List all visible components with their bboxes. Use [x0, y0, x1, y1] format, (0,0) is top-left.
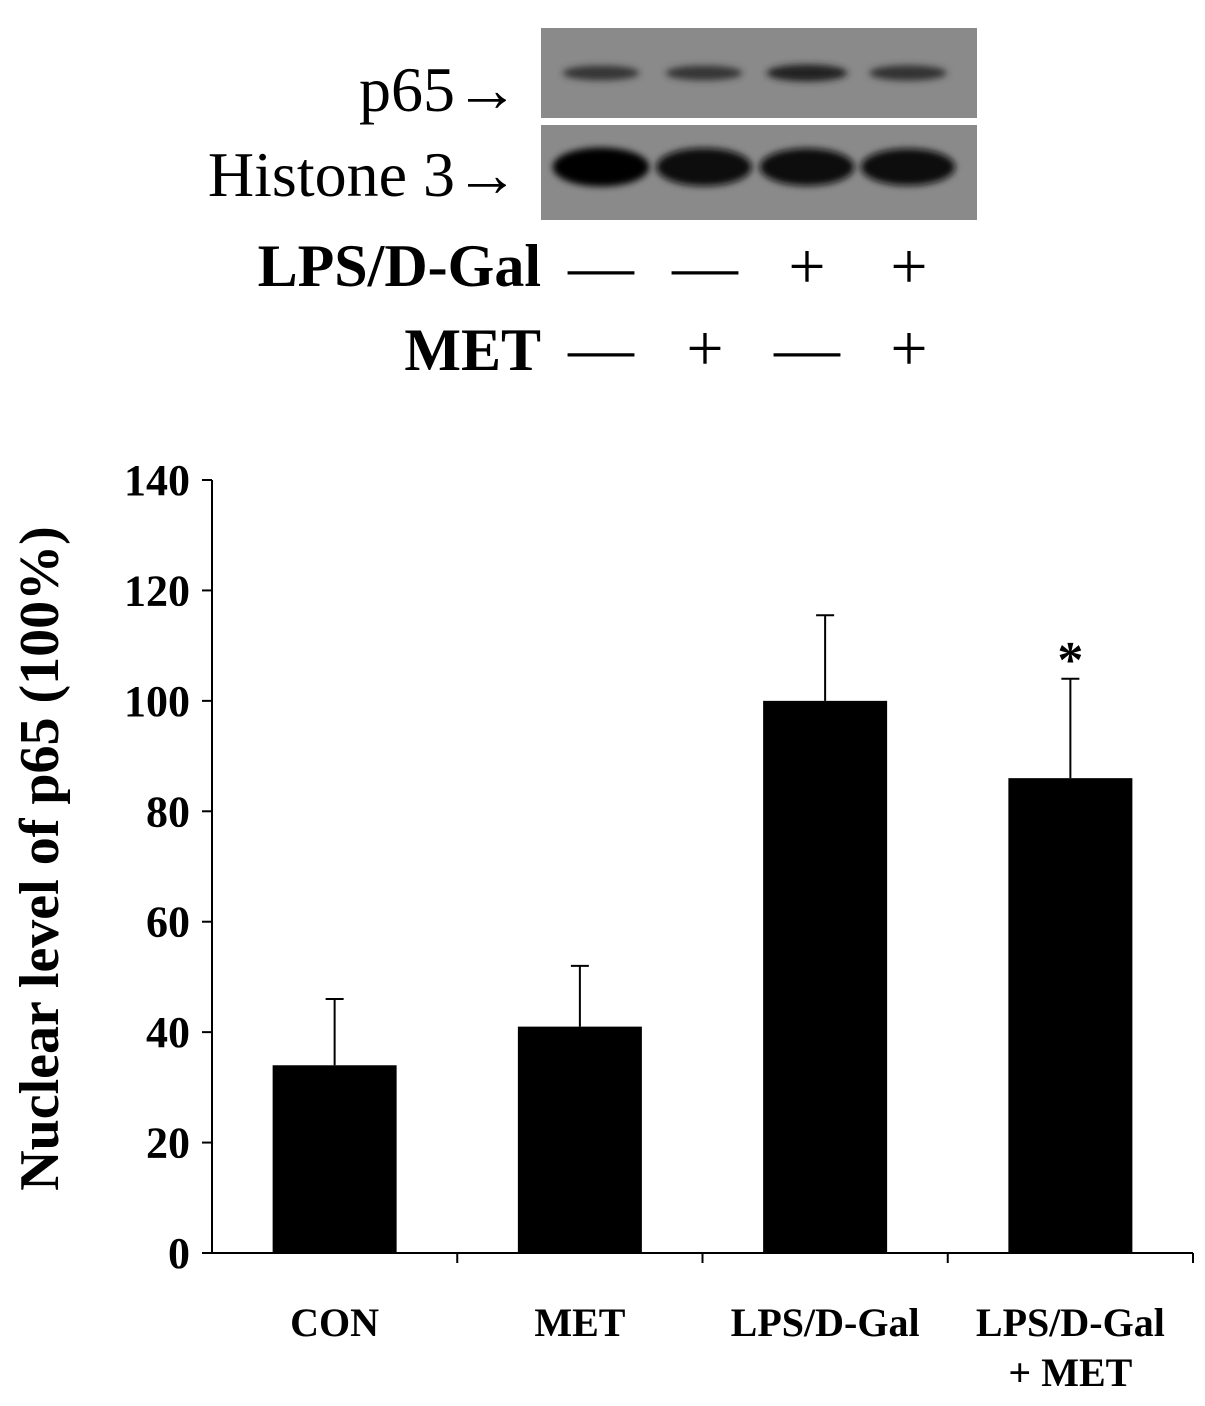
treatment-label-lps: LPS/D-Gal: [257, 233, 541, 299]
sign-met-lane3: —: [774, 312, 840, 385]
y-tick-label-100: 100: [124, 677, 190, 726]
y-tick-label-120: 120: [124, 566, 190, 615]
blot-bands-p65: [562, 64, 947, 82]
western-blot-panel: p65→ Histone 3→ LPS/D-Gal MET — — + + — …: [0, 0, 1205, 400]
histone3-band-3: [759, 148, 855, 186]
x-category-label-4-line2: + MET: [1008, 1350, 1132, 1395]
sign-lps-lane3: +: [788, 230, 826, 303]
significance-marker: *: [1057, 632, 1083, 689]
blot-strip-p65: [541, 28, 977, 118]
sign-met-lane4: +: [890, 312, 928, 385]
y-tick-label-80: 80: [146, 787, 190, 836]
blot-label-p65: p65→: [359, 54, 519, 125]
bar-2: [517, 1026, 642, 1253]
treatment-label-met: MET: [404, 317, 541, 383]
sign-lps-lane1: —: [568, 230, 634, 303]
y-tick-label-20: 20: [146, 1119, 190, 1168]
p65-band-3: [766, 64, 848, 82]
y-tick-label-0: 0: [168, 1229, 190, 1278]
blot-bands-histone3: [552, 147, 956, 187]
sign-met-lane2: +: [686, 312, 724, 385]
histone3-band-4: [860, 148, 956, 186]
bar-3: [763, 700, 888, 1253]
blot-label-histone3: Histone 3→: [207, 139, 519, 210]
y-tick-label-140: 140: [124, 456, 190, 505]
bar-4: [1008, 778, 1133, 1253]
y-tick-label-60: 60: [146, 898, 190, 947]
p65-band-1: [562, 65, 640, 81]
x-category-label-2: MET: [534, 1300, 625, 1345]
sign-lps-lane2: —: [672, 230, 738, 303]
p65-band-2: [665, 65, 743, 81]
histone3-band-1: [552, 147, 650, 187]
sign-lps-lane4: +: [890, 230, 928, 303]
x-category-label-3: LPS/D-Gal: [731, 1300, 920, 1345]
p65-band-4: [869, 65, 947, 81]
x-category-label-1: CON: [290, 1300, 379, 1345]
y-axis-title: Nuclear level of p65 (100%): [9, 526, 71, 1191]
histone3-band-2: [656, 147, 752, 187]
x-category-label-4-line1: LPS/D-Gal: [976, 1300, 1165, 1345]
blot-strip-histone3: [541, 125, 977, 220]
sign-met-lane1: —: [568, 312, 634, 385]
y-tick-label-40: 40: [146, 1008, 190, 1057]
bar-1: [272, 1065, 397, 1253]
